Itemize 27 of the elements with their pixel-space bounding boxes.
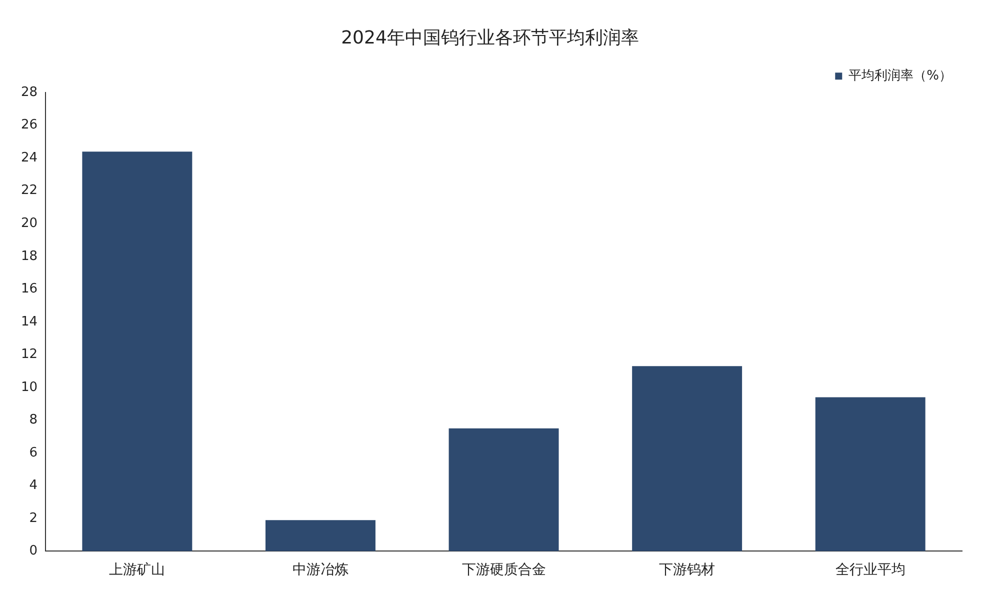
bar <box>815 397 926 552</box>
y-tick-label: 26 <box>20 118 38 133</box>
y-tick-label: 22 <box>20 183 38 198</box>
x-tick-label: 下游钨材 <box>659 562 716 578</box>
x-tick-label: 上游矿山 <box>109 562 166 578</box>
y-tick-label: 18 <box>20 248 38 264</box>
y-tick-label: 14 <box>20 314 38 330</box>
y-tick-label: 2 <box>29 510 38 526</box>
y-tick-label: 6 <box>29 445 38 460</box>
y-tick-label: 10 <box>20 380 38 395</box>
bar <box>265 520 376 552</box>
y-tick-label: 0 <box>29 544 38 559</box>
y-tick-label: 4 <box>29 478 38 494</box>
bar <box>448 428 559 552</box>
y-tick-label: 28 <box>20 84 38 100</box>
legend-label: 平均利润率（%） <box>848 67 952 84</box>
x-tick-label: 中游冶炼 <box>292 562 348 578</box>
bar <box>82 152 192 552</box>
bar <box>632 366 742 552</box>
x-tick-label: 全行业平均 <box>835 562 906 578</box>
y-tick-label: 16 <box>20 282 38 297</box>
chart-title: 2024年中国钨行业各环节平均利润率 <box>341 27 639 48</box>
y-tick-label: 8 <box>29 412 38 428</box>
y-tick-label: 24 <box>20 150 38 166</box>
y-tick-label: 20 <box>20 216 38 232</box>
y-tick-label: 12 <box>20 347 38 362</box>
x-tick-label: 下游硬质合金 <box>462 562 546 578</box>
